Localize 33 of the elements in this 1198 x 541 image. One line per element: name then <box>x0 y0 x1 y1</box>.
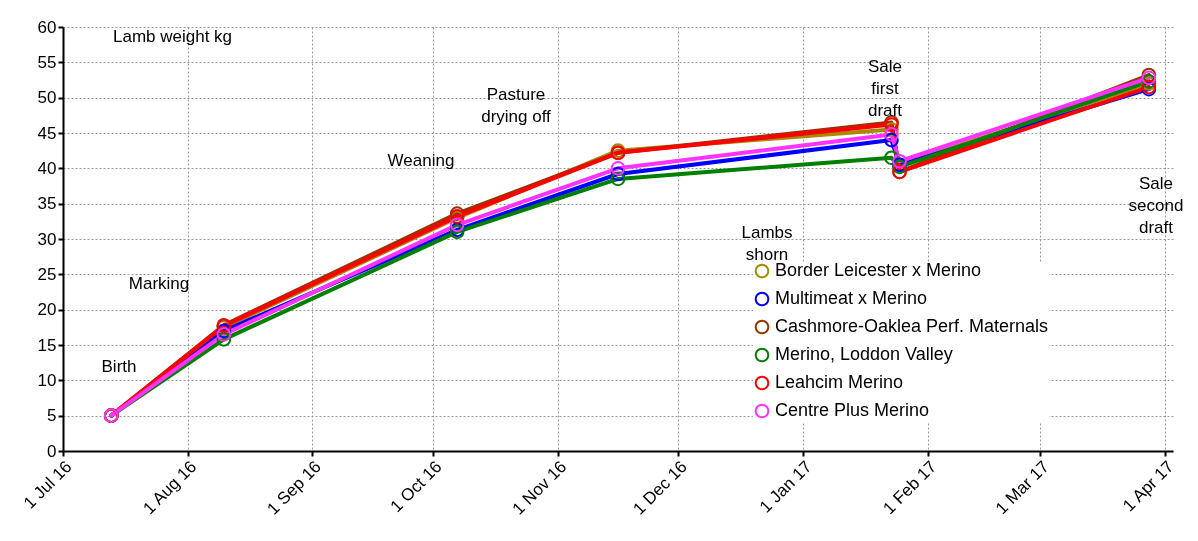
x-tick-label: 1 Feb 17 <box>879 457 941 518</box>
y-tick-label: 60 <box>37 17 57 37</box>
legend-label: Multimeat x Merino <box>775 288 928 308</box>
y-tick-label: 40 <box>37 158 57 178</box>
legend-label: Merino, Loddon Valley <box>775 344 953 364</box>
y-tick-label: 35 <box>37 194 57 214</box>
y-tick-label: 50 <box>37 88 57 108</box>
y-tick-label: 20 <box>37 300 57 320</box>
legend-label: Cashmore-Oaklea Perf. Maternals <box>775 316 1049 336</box>
x-tick-label: 1 Aug 16 <box>139 457 201 518</box>
x-tick-label: 1 Sep 16 <box>263 457 325 519</box>
x-tick-label: 1 Apr 17 <box>1119 457 1178 516</box>
y-axis-title: Lamb weight kg <box>113 27 233 46</box>
y-tick-label: 25 <box>37 264 57 284</box>
annotation: Pasture drying off <box>481 85 552 126</box>
x-tick-label: 1 Mar 17 <box>991 457 1053 518</box>
annotation: Marking <box>128 274 190 293</box>
x-tick-label: 1 Oct 16 <box>386 457 446 516</box>
annotation: Sale second draft <box>1128 174 1184 237</box>
legend-label: Leahcim Merino <box>775 372 904 392</box>
y-tick-label: 15 <box>37 335 57 355</box>
annotation: Sale first draft <box>867 57 903 120</box>
y-tick-label: 30 <box>37 229 57 249</box>
y-tick-label: 10 <box>37 370 57 390</box>
annotation: Birth <box>101 357 137 376</box>
y-tick-label: 55 <box>37 52 57 72</box>
x-tick-label: 1 Dec 16 <box>629 457 691 519</box>
x-tick-label: 1 Nov 16 <box>508 457 571 519</box>
annotation: Weaning <box>387 151 455 170</box>
y-tick-label: 5 <box>47 406 57 426</box>
legend-label: Centre Plus Merino <box>775 400 930 420</box>
x-tick-label: 1 Jan 17 <box>755 457 816 517</box>
y-tick-label: 45 <box>37 123 57 143</box>
